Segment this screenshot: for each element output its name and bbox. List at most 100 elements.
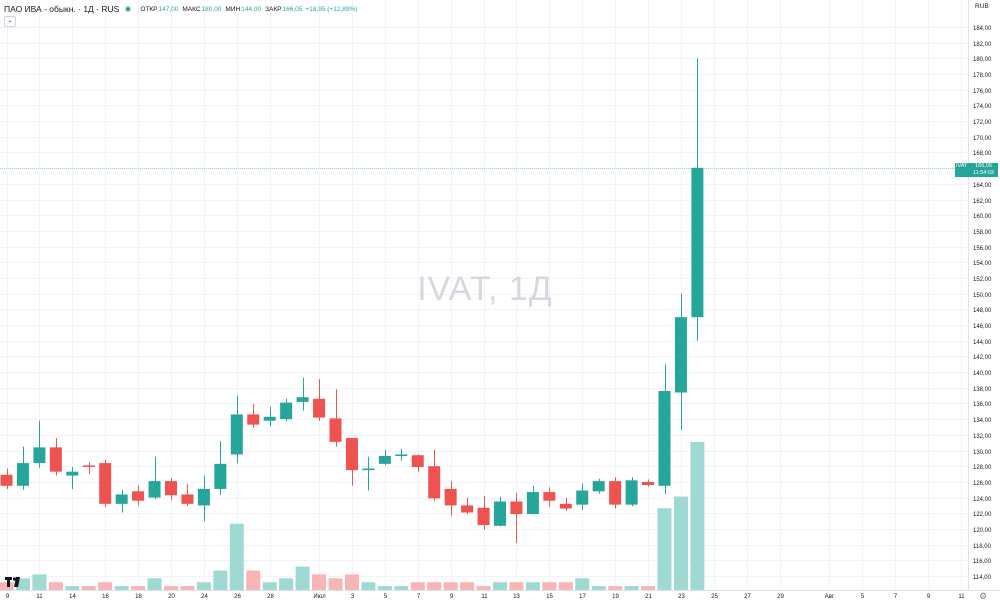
candle-body (378, 456, 391, 464)
volume-bar (558, 582, 573, 590)
volume-bar (180, 586, 195, 590)
volume-bar (427, 582, 442, 590)
open-label: ОТКР (140, 5, 158, 13)
candle-body (296, 397, 309, 402)
candle-body (592, 481, 605, 492)
price-tick-label: 174,00 (973, 104, 992, 110)
candle-body (362, 468, 375, 471)
volume-bar (32, 574, 47, 590)
bar-countdown: 11:54:03 (972, 170, 994, 176)
candle-body (674, 317, 687, 393)
price-tick-label: 172,00 (973, 120, 992, 126)
volume-bar (164, 586, 178, 590)
price-tick-label: 170,00 (973, 136, 992, 142)
time-tick-label: Авг (825, 594, 835, 600)
volume-bar (509, 582, 524, 590)
volume-bar (460, 582, 475, 590)
volume-bar (377, 586, 392, 590)
price-tick-label: 138,00 (973, 387, 992, 393)
price-tick-label: 118,00 (973, 544, 992, 550)
price-tick-label: 150,00 (973, 293, 992, 299)
time-tick-label: 29 (777, 594, 784, 600)
price-tick-label: 148,00 (973, 308, 992, 314)
price-tick-label: 184,00 (973, 26, 992, 32)
price-tick-label: 136,00 (973, 402, 992, 408)
price-tick-label: 182,00 (973, 42, 992, 48)
volume-bar (295, 566, 310, 590)
time-tick-label: 20 (168, 594, 175, 600)
volume-bar (65, 586, 80, 590)
high-label: МАКС (182, 5, 201, 13)
volume-bar (312, 574, 327, 590)
gear-icon[interactable]: ⚙ (979, 591, 988, 601)
price-tick-label: 176,00 (973, 89, 992, 95)
volume-bar (575, 578, 590, 590)
candle-body (444, 488, 457, 506)
volume-bar (624, 586, 639, 590)
price-tick-label: 122,00 (973, 512, 992, 518)
price-tick-label: 124,00 (973, 497, 992, 503)
candle-body (510, 501, 523, 515)
candle-body (197, 488, 210, 506)
volume-bar (0, 582, 14, 590)
candle-body (82, 465, 95, 467)
price-axis-bg (969, 0, 1000, 605)
volume-bar (476, 586, 491, 590)
price-tick-label: 126,00 (973, 481, 992, 487)
candle-body (576, 490, 589, 505)
volume-bar (147, 578, 162, 590)
volume-bar (690, 442, 705, 590)
volume-bar (673, 496, 688, 590)
volume-bar (98, 582, 113, 590)
price-tick-label: 134,00 (973, 418, 992, 424)
volume-bar (493, 582, 507, 590)
volume-bar (525, 582, 540, 590)
price-tick-label: 162,00 (973, 199, 992, 205)
candle-body (16, 463, 29, 486)
candle-body (263, 416, 276, 421)
volume-bar (48, 582, 63, 590)
last-price-value: 166,05 (975, 163, 992, 169)
time-tick-label: 9 (927, 594, 931, 600)
time-tick-label: 11 (958, 594, 965, 600)
candle-body (148, 481, 161, 498)
candle-body (395, 454, 408, 457)
candle-body (99, 463, 112, 504)
volume-bar (657, 508, 672, 590)
price-tick-label: 132,00 (973, 434, 992, 440)
price-tick-label: 128,00 (973, 465, 992, 471)
volume-bar (114, 586, 129, 590)
time-tick-label: 19 (612, 594, 619, 600)
collapse-legend-button[interactable]: ⌄ (4, 16, 16, 27)
time-tick-label: 26 (234, 594, 241, 600)
volume-bar (608, 586, 623, 590)
time-tick-label: 15 (546, 594, 553, 600)
time-tick-label: 25 (711, 594, 718, 600)
tradingview-logo[interactable] (5, 576, 23, 590)
last-price-ticker: IVAT (955, 163, 969, 177)
volume-bars (0, 442, 705, 590)
currency-label[interactable]: RUB (975, 3, 989, 10)
candle-body (49, 447, 62, 472)
candle-body (66, 471, 79, 476)
volume-bar (131, 586, 146, 590)
time-tick-label: 28 (267, 594, 274, 600)
price-tick-label: 180,00 (973, 57, 992, 63)
volume-bar (410, 582, 425, 590)
candle-body (658, 390, 671, 486)
symbol-title[interactable]: ПАО ИВА - обыкн. · 1Д · RUS (4, 4, 120, 14)
volume-bar (81, 586, 96, 590)
volume-bar (328, 578, 343, 590)
volume-bar (591, 586, 606, 590)
candle-body (477, 507, 490, 526)
volume-bar (262, 582, 277, 590)
candle-body (230, 414, 243, 455)
legend-header: ПАО ИВА - обыкн. · 1Д · RUS ОТКР 147,00 … (4, 3, 357, 15)
price-tick-label: 114,00 (973, 575, 992, 581)
price-tick-label: 140,00 (973, 371, 992, 377)
price-tick-label: 160,00 (973, 214, 992, 220)
volume-bar (196, 582, 211, 590)
candle-body (132, 491, 145, 501)
market-status-icon[interactable] (125, 6, 132, 12)
